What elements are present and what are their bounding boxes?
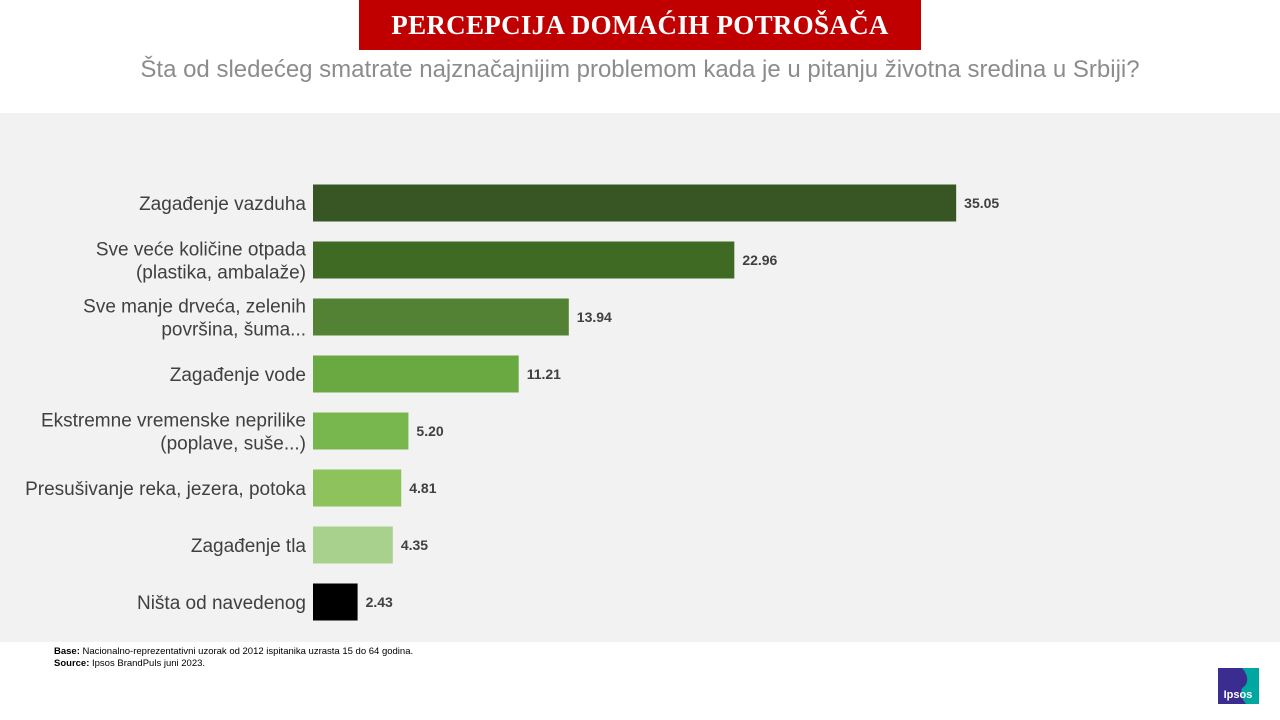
category-label: Zagađenje vazduha [139,194,306,215]
chart-panel: 35.05 Zagađenje vazduha 22.96 Sve veće koli… [0,113,1280,642]
data-label: 5.20 [416,423,443,439]
data-label: 4.81 [409,480,436,496]
data-label: 2.43 [366,594,393,610]
category-label: (plastika, ambalaže) [136,263,306,284]
category-label: Ekstremne vremenske neprilike [41,411,306,432]
bar [313,583,358,621]
chart-title: PERCEPCIJA DOMAĆIH POTROŠAČA [391,9,889,40]
category-label: (poplave, suše...) [160,434,306,455]
bar [313,298,569,336]
bar [313,469,402,507]
ipsos-logo: Ipsos [1218,668,1259,704]
bar [313,355,519,393]
category-label: Sve veće količine otpada [96,240,307,261]
data-label: 11.21 [527,366,561,382]
category-label: Zagađenje vode [170,365,306,386]
chart-title-banner: PERCEPCIJA DOMAĆIH POTROŠAČA [359,0,921,50]
data-label: 35.05 [964,195,999,211]
category-label: Presušivanje reka, jezera, potoka [25,479,306,500]
bar [313,526,393,564]
category-label: površina, šuma... [161,320,306,341]
footnote-base: Base: Nacionalno-reprezentativni uzorak … [54,646,414,657]
logo-text: Ipsos [1224,689,1253,701]
data-label: 22.96 [742,252,777,268]
bar [313,412,409,450]
data-label: 4.35 [401,537,428,553]
bar [313,184,957,222]
bar [313,241,735,279]
category-label: Sve manje drveća, zelenih [83,297,306,318]
category-label: Ništa od navedenog [137,593,306,614]
footnote: Base: Nacionalno-reprezentativni uzorak … [54,646,413,670]
bar-chart: 35.05 Zagađenje vazduha 22.96 Sve veće koli… [25,184,999,621]
chart-subtitle: Šta od sledećeg smatrate najznačajnijim … [140,56,1140,83]
category-label: Zagađenje tla [191,536,307,557]
data-label: 13.94 [577,309,612,325]
footnote-source: Source: Ipsos BrandPuls juni 2023. [54,658,206,669]
